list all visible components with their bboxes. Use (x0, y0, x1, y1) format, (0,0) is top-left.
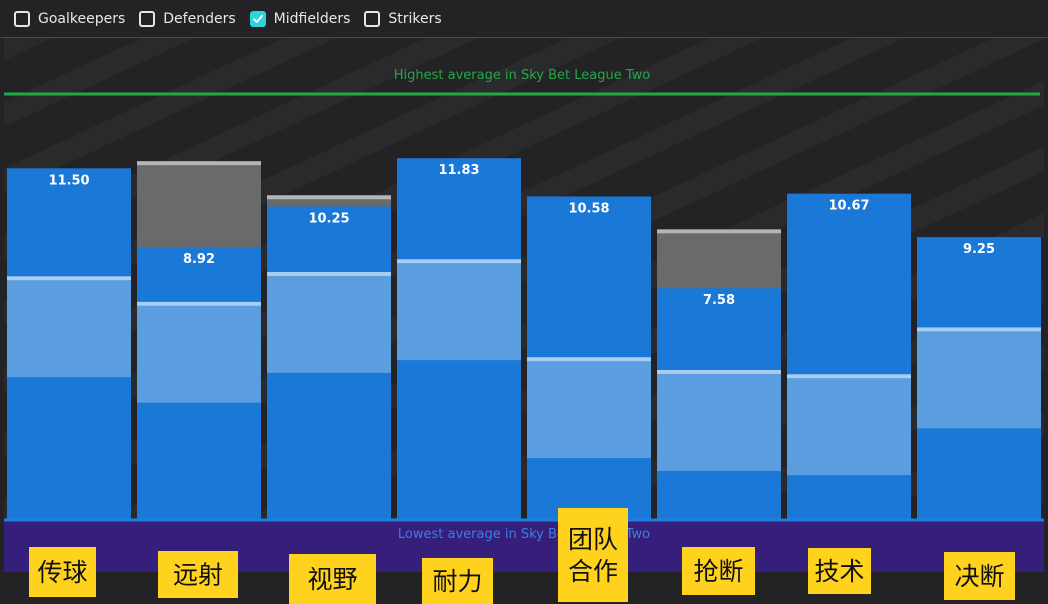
position-average-cap (527, 357, 651, 362)
category-label-text: 团队 (568, 525, 618, 554)
category-label-text: 耐力 (432, 567, 482, 596)
category-label-text: 抢断 (693, 557, 743, 586)
category-label-text: 技术 (814, 557, 864, 586)
bar-value-label: 11.83 (438, 163, 479, 178)
category-label: 抢断 (682, 547, 755, 595)
category-label-bg (682, 547, 755, 595)
filter-defenders-label: Defenders (163, 10, 236, 27)
position-average-cap (397, 259, 521, 264)
filter-strikers[interactable]: Strikers (364, 10, 442, 27)
player-value-bar (397, 158, 521, 260)
category-label: 技术 (808, 548, 871, 594)
position-average-cap (657, 369, 781, 374)
player-value-bar-body (137, 402, 261, 520)
category-label-text: 决断 (954, 562, 1004, 591)
category-label-text: 远射 (173, 561, 223, 590)
checkbox-unchecked-icon[interactable] (14, 10, 30, 27)
position-average-cap (137, 301, 261, 306)
category-label: 视野 (289, 554, 376, 604)
category-label-bg (158, 551, 238, 598)
position-average-cap (267, 271, 391, 276)
category-label: 决断 (944, 552, 1015, 600)
category-label-text: 视野 (307, 565, 357, 594)
player-value-bar (657, 288, 781, 370)
category-label-bg (29, 547, 96, 597)
position-average-cap (917, 327, 1041, 332)
league-range-cap (137, 161, 261, 166)
category-label-bg (422, 558, 493, 604)
league-range-cap (657, 229, 781, 234)
category-label-bg (558, 508, 628, 602)
player-value-bar-body (7, 377, 131, 520)
bar-value-label: 11.50 (48, 173, 89, 188)
bar-value-label: 10.58 (568, 201, 609, 216)
category-label-text: 传球 (37, 558, 87, 587)
category-label: 传球 (29, 547, 96, 597)
highest-average-label: Highest average in Sky Bet League Two (394, 68, 651, 83)
player-value-bar-body (657, 470, 781, 520)
league-range-cap (267, 195, 391, 200)
category-label: 耐力 (422, 558, 493, 604)
filter-goalkeepers-label: Goalkeepers (38, 10, 126, 27)
filter-midfielders-label: Midfielders (273, 10, 351, 27)
category-label-bg (944, 552, 1015, 600)
position-average-cap (7, 276, 131, 281)
bar-value-label: 8.92 (183, 252, 215, 267)
checkbox-checked-icon[interactable] (249, 10, 266, 27)
player-value-bar (137, 247, 261, 302)
player-value-bar (267, 206, 391, 272)
filter-strikers-label: Strikers (388, 10, 442, 27)
category-label: 远射 (158, 551, 238, 598)
category-label-text: 合作 (568, 557, 618, 586)
category-label-bg (289, 554, 376, 604)
position-average-cap (787, 374, 911, 379)
player-value-bar (917, 237, 1041, 328)
player-value-bar (787, 193, 911, 375)
bar-value-label: 7.58 (703, 293, 735, 308)
player-value-bar-body (787, 475, 911, 520)
category-label-bg (808, 548, 871, 594)
player-value-bar-body (917, 428, 1041, 520)
bar-value-label: 10.67 (828, 199, 869, 214)
player-value-bar (527, 196, 651, 358)
player-value-bar-body (397, 360, 521, 520)
player-value-bar-body (267, 372, 391, 520)
attribute-bar-chart: Lowest average in Sky Bet League TwoHigh… (4, 38, 1044, 604)
position-filter-bar: Goalkeepers Defenders Midfielders Strike… (0, 0, 1048, 38)
bar-value-label: 9.25 (963, 242, 995, 257)
filter-defenders[interactable]: Defenders (139, 10, 236, 27)
player-value-bar (7, 168, 131, 277)
filter-midfielders[interactable]: Midfielders (249, 10, 351, 27)
checkbox-unchecked-icon[interactable] (364, 10, 381, 27)
filter-goalkeepers[interactable]: Goalkeepers (14, 10, 126, 27)
checkbox-unchecked-icon[interactable] (139, 10, 156, 27)
bar-value-label: 10.25 (308, 212, 349, 227)
